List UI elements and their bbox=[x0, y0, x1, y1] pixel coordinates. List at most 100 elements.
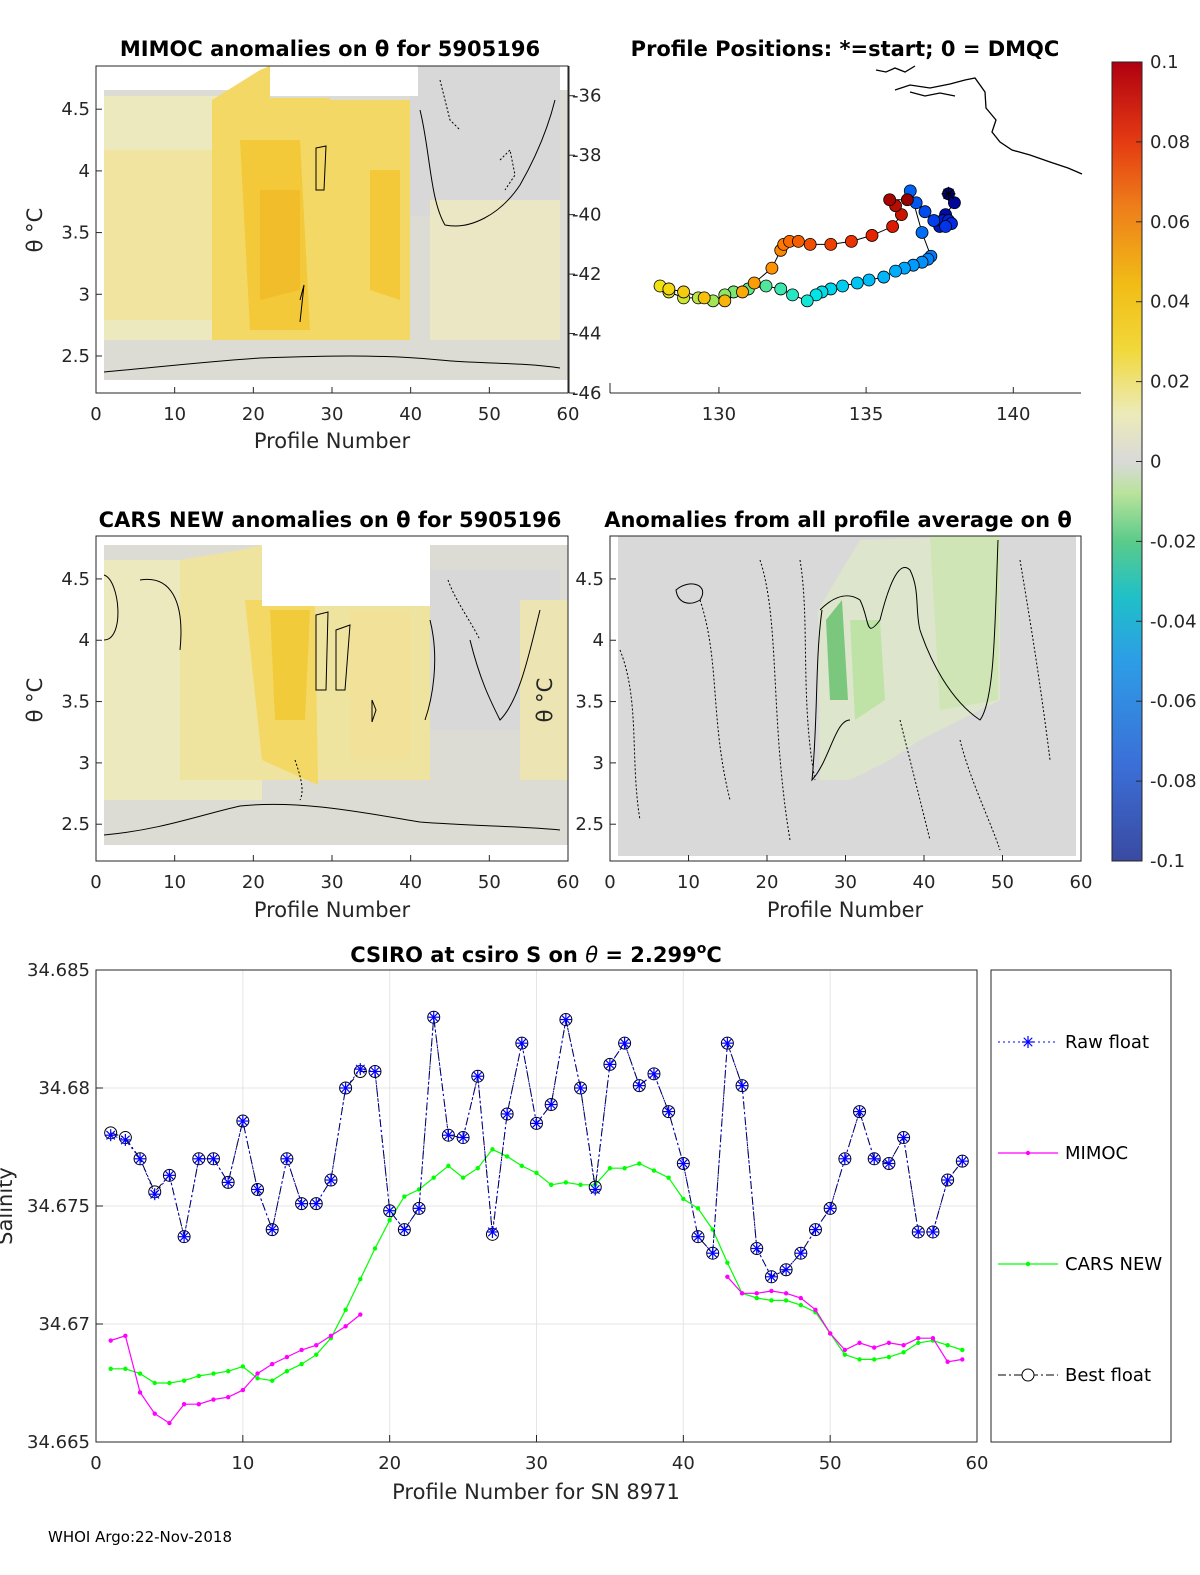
data-point bbox=[695, 1206, 701, 1211]
y-tick-label: 3 bbox=[79, 753, 90, 774]
data-point bbox=[178, 1230, 191, 1243]
profile-position-point bbox=[850, 276, 864, 290]
lat-tick-label: -40 bbox=[572, 205, 601, 226]
data-point bbox=[284, 1369, 290, 1374]
data-point bbox=[225, 1394, 231, 1400]
x-tick-label: 10 bbox=[231, 1453, 254, 1474]
data-point bbox=[167, 1380, 172, 1386]
legend-item: MIMOC bbox=[998, 1143, 1128, 1164]
x-tick-label: 40 bbox=[672, 1453, 695, 1474]
panel4-y-label: θ °C bbox=[533, 678, 557, 723]
panel3-warmest-core bbox=[270, 610, 310, 720]
data-point bbox=[633, 1079, 646, 1092]
profile-position-point bbox=[809, 288, 823, 302]
colorbar-tick-label: -0.02 bbox=[1150, 531, 1197, 552]
data-point bbox=[299, 1361, 304, 1367]
x-tick-label: 30 bbox=[321, 404, 344, 425]
colorbar-tick-label: -0.06 bbox=[1150, 691, 1197, 712]
data-point bbox=[868, 1152, 881, 1165]
panel3-title: CARS NEW anomalies on θ for 5905196 bbox=[99, 508, 562, 532]
data-point bbox=[607, 1166, 613, 1171]
y-tick-label: 2.5 bbox=[61, 814, 90, 835]
panel5-y-ticks: 34.665 34.67 34.675 34.68 34.685 bbox=[27, 960, 103, 1453]
panel1-x-label: Profile Number bbox=[254, 429, 411, 453]
data-point bbox=[721, 1037, 734, 1050]
data-point bbox=[765, 1270, 778, 1283]
data-point bbox=[882, 1157, 895, 1170]
data-point bbox=[427, 1011, 440, 1024]
data-point bbox=[530, 1117, 543, 1130]
profile-position-point bbox=[862, 273, 876, 287]
data-point bbox=[119, 1133, 132, 1146]
data-point bbox=[886, 1354, 892, 1360]
data-point bbox=[677, 1157, 690, 1170]
x-tick-label: 50 bbox=[991, 872, 1014, 893]
data-point bbox=[104, 1129, 117, 1142]
lat-tick-label: -38 bbox=[572, 145, 601, 166]
data-point bbox=[603, 1058, 616, 1071]
profile-position-point bbox=[948, 196, 961, 210]
data-point bbox=[457, 1131, 470, 1144]
start-marker bbox=[941, 186, 956, 201]
profile-position-point bbox=[774, 282, 788, 296]
y-tick-label: 34.675 bbox=[27, 1196, 90, 1217]
x-tick-label: 0 bbox=[90, 1453, 101, 1474]
legend-box bbox=[990, 969, 1172, 1443]
panel5-x-label: Profile Number for SN 8971 bbox=[392, 1480, 680, 1504]
data-point bbox=[838, 1152, 851, 1165]
series-raw-float bbox=[104, 1011, 969, 1283]
data-point bbox=[368, 1065, 381, 1078]
data-point bbox=[901, 1350, 906, 1355]
panel1-title: MIMOC anomalies on θ for 5905196 bbox=[120, 37, 540, 61]
data-point bbox=[475, 1166, 480, 1171]
data-point bbox=[266, 1223, 279, 1236]
y-tick-label: 3.5 bbox=[61, 223, 90, 244]
panel4-title: Anomalies from all profile average on θ bbox=[604, 508, 1072, 532]
data-point bbox=[339, 1082, 352, 1094]
panel4-x-label: Profile Number bbox=[767, 898, 924, 922]
panel4-x-ticks: 0 10 20 30 40 50 60 bbox=[604, 855, 1092, 893]
profile-position-point bbox=[697, 291, 711, 305]
panel1-neutral-upper-right bbox=[410, 66, 560, 216]
data-point bbox=[152, 1380, 157, 1386]
y-tick-label: 3 bbox=[593, 753, 604, 774]
data-point bbox=[574, 1082, 587, 1094]
data-point bbox=[519, 1163, 525, 1169]
data-point bbox=[486, 1225, 499, 1238]
x-tick-label: 30 bbox=[321, 872, 344, 893]
data-point bbox=[647, 1067, 660, 1080]
legend-item: Raw float bbox=[998, 1032, 1149, 1053]
y-tick-label: 4 bbox=[79, 630, 90, 651]
data-point bbox=[926, 1225, 939, 1238]
colorbar-tick-label: 0.02 bbox=[1150, 372, 1190, 393]
data-point bbox=[137, 1371, 143, 1376]
data-point bbox=[930, 1335, 936, 1341]
panel4-field bbox=[618, 536, 1076, 856]
data-point bbox=[299, 1347, 304, 1353]
colorbar-tick-label: -0.1 bbox=[1150, 851, 1185, 872]
data-point bbox=[251, 1183, 264, 1196]
panel2-title: Profile Positions: *=start; 0 = DMQC bbox=[631, 37, 1060, 61]
panel3-x-ticks: 0 10 20 30 40 50 60 bbox=[90, 855, 579, 893]
data-point bbox=[402, 1194, 407, 1199]
panel4-green-core-2 bbox=[850, 620, 885, 720]
panel5-y-label: Salinity bbox=[0, 1167, 17, 1245]
profile-position-point bbox=[786, 288, 799, 302]
data-point bbox=[666, 1175, 671, 1180]
data-point bbox=[284, 1354, 290, 1360]
data-point bbox=[471, 1070, 484, 1083]
data-point bbox=[490, 1147, 495, 1152]
x-tick-label: 60 bbox=[557, 872, 580, 893]
y-tick-label: 4 bbox=[593, 630, 604, 651]
y-tick-label: 34.685 bbox=[27, 960, 90, 981]
x-tick-label: 10 bbox=[163, 872, 186, 893]
panel1-contour-small-2 bbox=[299, 284, 305, 323]
data-point bbox=[681, 1196, 686, 1202]
data-point bbox=[501, 1107, 514, 1120]
coastline-gulf bbox=[909, 91, 956, 97]
y-tick-label: 4.5 bbox=[575, 569, 604, 590]
data-point bbox=[108, 1366, 113, 1372]
data-point bbox=[824, 1202, 837, 1215]
data-point bbox=[783, 1291, 789, 1296]
